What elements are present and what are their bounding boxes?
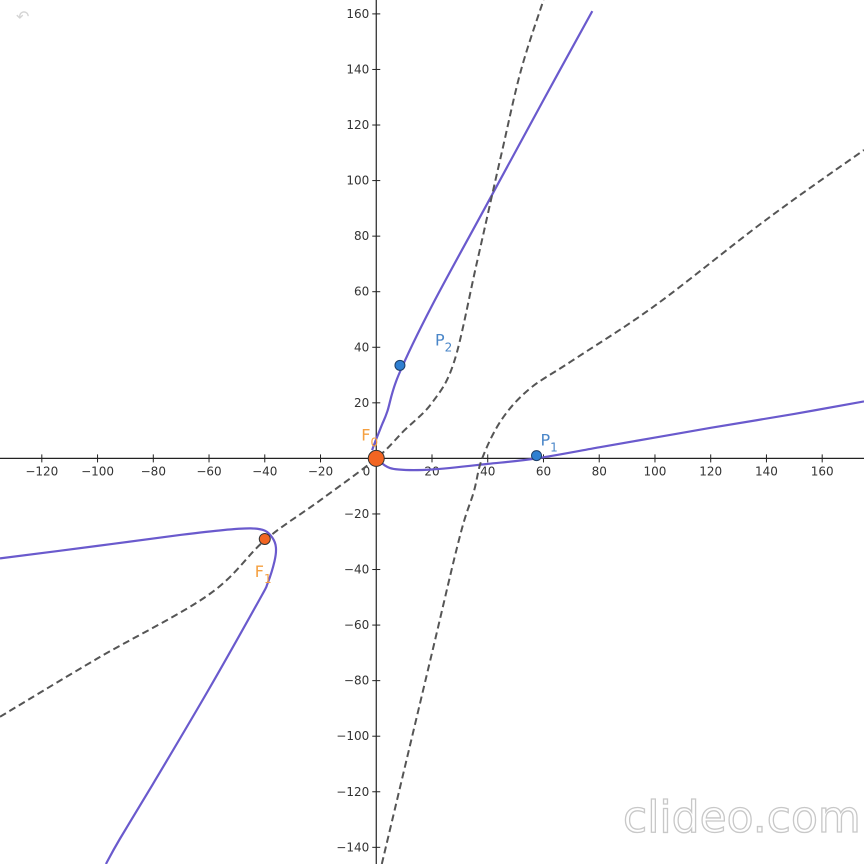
y-tick-label: −80 — [344, 674, 369, 688]
solid-curve-2 — [371, 10, 594, 451]
point-2[interactable] — [394, 359, 406, 371]
y-tick-label: −120 — [336, 785, 369, 799]
y-tick-label: −140 — [336, 840, 369, 854]
x-tick-label: 140 — [755, 464, 778, 478]
y-tick-label: 120 — [346, 118, 369, 132]
y-tick-label: −40 — [344, 563, 369, 577]
solid-curve-3 — [375, 400, 864, 472]
y-tick-label: 160 — [346, 7, 369, 21]
x-tick-label: 40 — [480, 464, 495, 478]
x-tick-label: −120 — [25, 464, 58, 478]
undo-icon[interactable]: ↶ — [16, 7, 30, 26]
solid-curve-1 — [0, 527, 278, 864]
x-tick-label: 20 — [424, 464, 439, 478]
x-tick-label: 160 — [811, 464, 834, 478]
markers[interactable]: F0 F1 P2 P1 — [255, 330, 558, 586]
y-tick-label: 100 — [346, 174, 369, 188]
focus-point-0[interactable] — [367, 449, 385, 467]
point-1[interactable] — [531, 450, 543, 462]
x-tick-label: −20 — [308, 464, 333, 478]
point-label-1: P1 — [541, 431, 558, 455]
y-tick-label: −100 — [336, 729, 369, 743]
dashed-curve-5 — [380, 149, 864, 864]
y-tick-label: −20 — [344, 507, 369, 521]
dashed-curve-4 — [0, 0, 545, 718]
y-tick-label: 140 — [346, 62, 369, 76]
x-tick-label: 60 — [536, 464, 551, 478]
y-tick-label: 20 — [354, 396, 369, 410]
x-tick-label: 120 — [699, 464, 722, 478]
watermark-text: clideo.com — [623, 792, 861, 843]
y-tick-label: 80 — [354, 229, 369, 243]
x-tick-label: −60 — [196, 464, 221, 478]
y-tick-label: 40 — [354, 340, 369, 354]
y-tick-label: −60 — [344, 618, 369, 632]
origin-label: 0 — [363, 464, 371, 478]
x-tick-label: −100 — [81, 464, 114, 478]
x-tick-label: 100 — [644, 464, 667, 478]
y-tick-label: 60 — [354, 285, 369, 299]
focus-label-0: F0 — [361, 425, 378, 449]
focus-point-1[interactable] — [258, 532, 271, 545]
x-tick-label: 80 — [592, 464, 607, 478]
point-label-2: P2 — [435, 330, 452, 354]
x-tick-label: −40 — [252, 464, 277, 478]
focus-label-1: F1 — [255, 562, 272, 586]
x-tick-label: −80 — [141, 464, 166, 478]
